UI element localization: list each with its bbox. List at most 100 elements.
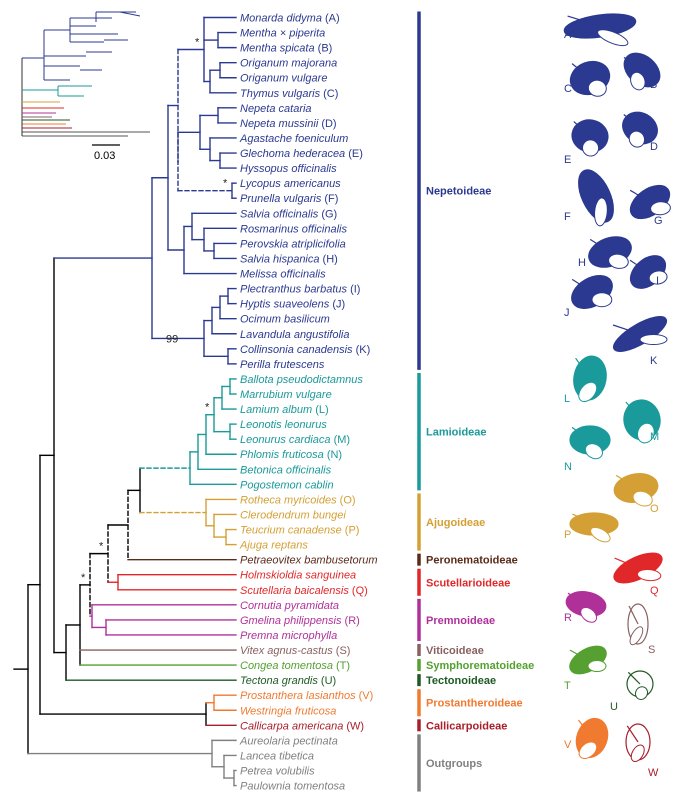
flower-calyx <box>632 490 653 507</box>
taxon-label: Scutellaria baicalensis (Q) <box>240 585 368 597</box>
flower-calyx <box>594 197 608 227</box>
taxon-label: Salvia hispanica (H) <box>240 253 338 265</box>
flower-illustration: W <box>625 723 659 779</box>
flower-letter: S <box>648 644 655 656</box>
flower-illustration: Q <box>613 552 663 597</box>
taxon-label: Callicarpa americana (W) <box>240 720 364 732</box>
flower-illustration: P <box>564 512 619 543</box>
taxon-name: Betonica officinalis <box>240 464 332 476</box>
taxon-name: Petrea volubilis <box>240 766 315 778</box>
taxon-label: Ajuga reptans <box>239 540 308 552</box>
flower-letter: E <box>564 154 571 166</box>
flower-calyx <box>630 744 645 763</box>
taxon-label: Origanum vulgare <box>240 73 327 85</box>
taxon-label: Pogostemon cablin <box>240 479 334 491</box>
flower-letter: H <box>578 257 586 269</box>
taxon-label: Ocimum basilicum <box>240 314 330 326</box>
bootstrap-value: 99 <box>166 333 178 345</box>
flower-tag: (F) <box>321 193 338 205</box>
flower-tag: (L) <box>312 404 329 416</box>
flower-stamen <box>612 324 641 335</box>
flower-letter: L <box>564 393 570 405</box>
flower-stamen <box>571 278 593 293</box>
taxon-name: Agastache foeniculum <box>239 133 348 145</box>
taxon-label: Premna microphylla <box>240 630 337 642</box>
taxon-label: Nepeta cataria <box>240 103 312 115</box>
taxon-label: Lavandula angustifolia <box>240 329 349 341</box>
taxon-name: Origanum majorana <box>240 58 337 70</box>
flower-illustration: N <box>564 425 611 473</box>
flower-illustration: L <box>564 355 607 405</box>
taxon-label: Rosmarinus officinalis <box>240 223 347 235</box>
flower-tag: (C) <box>320 88 338 100</box>
taxon-label: Hyptis suaveolens (J) <box>240 299 345 311</box>
taxon-name: Hyptis suaveolens <box>240 299 330 311</box>
taxon-name: Thymus vulgaris <box>240 88 321 100</box>
taxon-name: Gmelina philippensis <box>240 615 342 627</box>
flower-calyx <box>581 139 600 157</box>
taxon-label: Perilla frutescens <box>240 359 325 371</box>
flower-tag: (V) <box>356 690 374 702</box>
flower-stamen <box>575 357 591 379</box>
flower-calyx <box>578 741 598 759</box>
flower-letter: I <box>656 275 659 287</box>
taxon-name: Tectona grandis <box>240 675 318 687</box>
taxon-name: Salvia officinalis <box>240 208 319 220</box>
flower-calyx <box>629 626 644 646</box>
taxon-name: Clerodendrum bungei <box>240 509 346 521</box>
subfamily-label: Scutellarioideae <box>426 577 510 589</box>
taxon-label: Vitex agnus-castus (S) <box>240 645 350 657</box>
taxon-name: Ballota pseudodictamnus <box>240 374 363 386</box>
flower-tag: (D) <box>318 118 336 130</box>
taxon-label: Origanum majorana <box>240 58 337 70</box>
flower-stamen <box>629 259 649 273</box>
flower-calyx <box>639 334 668 345</box>
subfamily-label: Premnoideae <box>426 615 495 627</box>
flower-calyx <box>590 526 611 543</box>
taxon-label: Salvia officinalis (G) <box>240 208 337 220</box>
flower-illustration: S <box>627 603 655 656</box>
taxon-label: Westringia fruticosa <box>240 705 336 717</box>
flower-tag: (R) <box>342 615 360 627</box>
tree-branches <box>13 16 237 787</box>
taxon-label: Hyssopus officinalis <box>240 163 337 175</box>
taxon-name: Rotheca myricoides <box>240 494 337 506</box>
taxon-name: Nepeta cataria <box>240 103 312 115</box>
flower-tag: (U) <box>318 675 336 687</box>
flower-illustration: I <box>629 255 668 289</box>
flower-stamen <box>615 474 637 489</box>
taxon-label: Phlomis fruticosa (N) <box>240 449 342 461</box>
taxon-name: Nepeta mussinii <box>240 118 319 130</box>
taxon-name: Holmskioldia sanguinea <box>240 570 356 582</box>
taxon-label: Agastache foeniculum <box>239 133 348 145</box>
flower-tag: (Q) <box>349 585 368 597</box>
flower-calyx <box>608 253 629 269</box>
taxon-label: Clerodendrum bungei <box>240 509 346 521</box>
taxon-label: Perovskia atriplicifolia <box>240 238 346 250</box>
flower-illustration: M <box>623 399 661 444</box>
taxon-label: Marrubium vulgare <box>240 389 332 401</box>
flower-tag: (P) <box>342 525 360 537</box>
flower-calyx <box>587 660 607 673</box>
taxon-label: Lamium album (L) <box>240 404 329 416</box>
flower-illustration: B <box>623 52 661 91</box>
taxon-name: Perilla frutescens <box>240 359 325 371</box>
taxon-label: Betonica officinalis <box>240 464 332 476</box>
taxon-label: Rotheca myricoides (O) <box>240 494 356 506</box>
taxon-name: Marrubium vulgare <box>240 389 332 401</box>
taxon-name: Melissa officinalis <box>240 269 326 281</box>
flower-letter: W <box>648 767 659 779</box>
flower-letter: U <box>610 701 618 713</box>
flower-tag: (S) <box>333 645 351 657</box>
flower-calyx <box>630 71 646 91</box>
flower-illustration: E <box>564 119 609 166</box>
taxon-label: Cornutia pyramidata <box>240 600 339 612</box>
flower-letter: J <box>564 307 570 319</box>
flower-illustration: C <box>564 60 611 97</box>
taxon-name: Lancea tibetica <box>240 750 314 762</box>
taxon-name: Glechoma hederacea <box>240 148 345 160</box>
taxon-name: Monarda didyma <box>240 13 322 25</box>
subfamily-label: Prostantheroideae <box>426 698 523 710</box>
flower-letter: B <box>650 79 657 91</box>
subfamily-label: Callicarpoideae <box>426 720 507 732</box>
